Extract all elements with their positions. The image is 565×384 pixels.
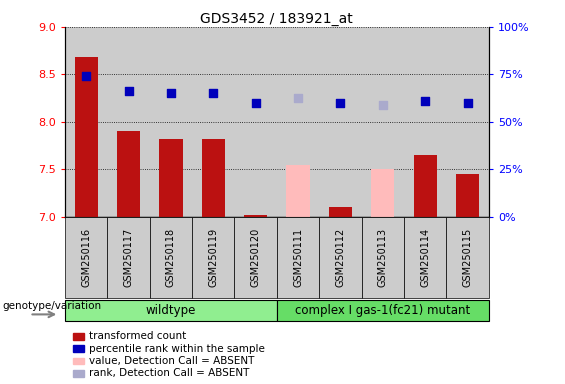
Title: GDS3452 / 183921_at: GDS3452 / 183921_at [201, 12, 353, 26]
Text: transformed count: transformed count [89, 331, 186, 341]
Point [294, 95, 303, 101]
Bar [446, 27, 489, 217]
Text: rank, Detection Call = ABSENT: rank, Detection Call = ABSENT [89, 368, 250, 378]
Text: GSM250118: GSM250118 [166, 228, 176, 287]
Text: wildtype: wildtype [146, 304, 196, 316]
Text: percentile rank within the sample: percentile rank within the sample [89, 344, 265, 354]
Bar [286, 165, 310, 217]
Bar [371, 169, 394, 217]
Point [251, 100, 260, 106]
Bar [414, 155, 437, 217]
Point [336, 100, 345, 106]
Text: GSM250113: GSM250113 [378, 228, 388, 287]
Bar [234, 27, 277, 217]
Text: GSM250120: GSM250120 [251, 228, 260, 287]
Point [124, 88, 133, 94]
Bar [202, 139, 225, 217]
Bar [277, 27, 319, 217]
Text: GSM250114: GSM250114 [420, 228, 430, 287]
Point [82, 73, 91, 79]
Bar [362, 27, 404, 217]
Bar [150, 27, 192, 217]
Text: GSM250111: GSM250111 [293, 228, 303, 287]
Text: GSM250112: GSM250112 [336, 228, 345, 287]
Text: complex I gas-1(fc21) mutant: complex I gas-1(fc21) mutant [295, 304, 471, 316]
Point [420, 98, 430, 104]
Text: GSM250117: GSM250117 [124, 228, 133, 287]
Point [463, 100, 472, 106]
Bar [319, 27, 362, 217]
Bar [404, 27, 446, 217]
Bar [456, 174, 479, 217]
Point [167, 90, 176, 96]
Text: genotype/variation: genotype/variation [3, 301, 102, 311]
Bar [117, 131, 140, 217]
Text: GSM250115: GSM250115 [463, 228, 472, 287]
Bar [65, 27, 107, 217]
Bar [75, 57, 98, 217]
Bar [244, 215, 267, 217]
Bar [107, 27, 150, 217]
Bar [329, 207, 352, 217]
Text: GSM250119: GSM250119 [208, 228, 218, 287]
Text: GSM250116: GSM250116 [81, 228, 91, 287]
Bar [159, 139, 182, 217]
Text: value, Detection Call = ABSENT: value, Detection Call = ABSENT [89, 356, 255, 366]
Bar [192, 27, 234, 217]
Point [209, 90, 218, 96]
Point [379, 102, 388, 108]
